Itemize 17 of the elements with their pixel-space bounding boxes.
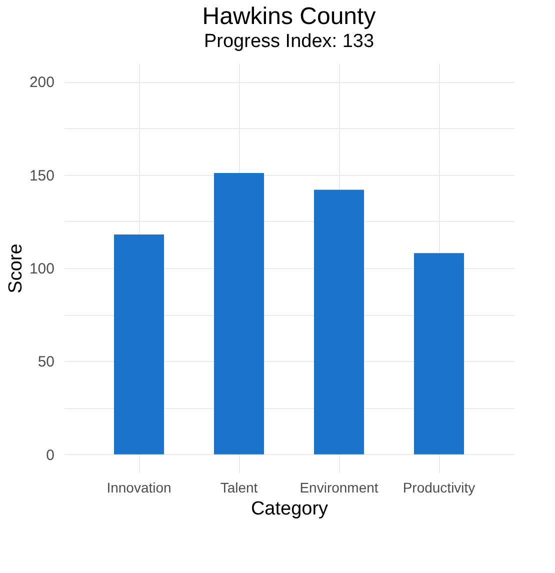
bar	[214, 172, 264, 454]
y-axis-title: Score	[5, 244, 26, 294]
chart-subtitle: Progress Index: 133	[204, 31, 374, 52]
chart-title: Hawkins County	[202, 3, 376, 30]
y-tick-label: 150	[29, 167, 54, 184]
x-axis-title: Category	[250, 498, 329, 520]
bar	[414, 253, 464, 454]
x-tick-label: Innovation	[106, 480, 172, 496]
y-tick-label: 50	[38, 354, 54, 371]
x-tick-label: Environment	[300, 480, 378, 496]
bar	[114, 234, 164, 454]
y-tick-label: 100	[29, 260, 54, 278]
y-tick-label: 200	[29, 74, 54, 92]
y-tick-label: 0	[46, 446, 54, 464]
bar	[314, 190, 364, 454]
x-tick-label: Productivity	[402, 480, 476, 496]
x-tick-label: Talent	[220, 480, 258, 496]
